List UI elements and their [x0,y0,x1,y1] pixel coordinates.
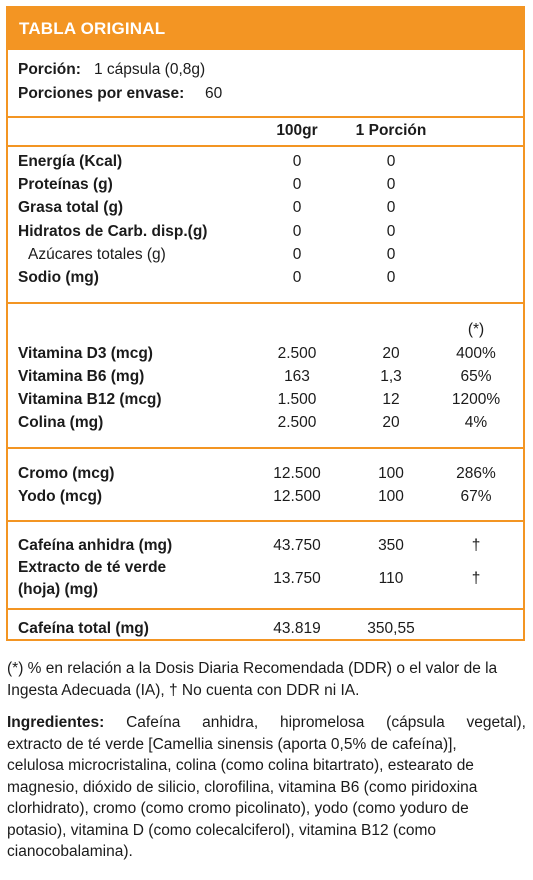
row-value-100: 1.500 [277,391,317,408]
row-value-100: 13.750 [273,570,321,587]
row-value-portion: 20 [382,414,400,431]
ingredients-line: cianocobalamina). [7,843,133,860]
row-value-100: 2.500 [277,414,317,431]
row-value-portion: 350,55 [367,620,415,637]
row-value-100: 163 [284,368,310,385]
divider [8,608,523,610]
row-value-100: 12.500 [273,488,321,505]
row-value-ddr: 4% [464,414,488,431]
row-value-portion: 0 [386,153,396,170]
row-label-hidratos: Hidratos de Carb. disp.(g) [18,223,208,240]
ingredients-block: Ingredientes: Cafeína anhidra, hipromelo… [7,712,526,863]
footnote: (*) % en relación a la Dosis Diaria Reco… [7,658,497,701]
row-value-100: 12.500 [273,465,321,482]
row-label-proteinas: Proteínas (g) [18,176,113,193]
row-value-100: 43.819 [273,620,321,637]
ingredients-line: potasio), vitamina D (como colecalcifero… [7,821,436,839]
row-label-cafeina-total: Cafeína total (mg) [18,620,149,637]
ingredients-line: Ingredientes: Cafeína anhidra, hipromelo… [7,712,526,734]
column-header-portion: 1 Porción [355,122,427,139]
row-value-ddr: † [471,570,481,587]
divider [8,520,523,522]
footnote-line: Ingesta Adecuada (IA), † No cuenta con D… [7,681,360,699]
row-value-portion: 12 [382,391,400,408]
row-value-ddr: 65% [460,368,492,385]
divider [8,447,523,449]
row-label-extracto-te: Extracto de té verde [18,559,167,576]
ingredients-line: extracto de té verde [Camellia sinensis … [7,735,457,753]
nutrition-table: TABLA ORIGINAL Porción: 1 cápsula (0,8g)… [6,6,525,641]
row-label-cromo: Cromo (mcg) [18,465,115,482]
row-value-ddr: 67% [460,488,492,505]
column-header-100gr: 100gr [276,122,318,139]
row-value-portion: 20 [382,345,400,362]
footnote-line: (*) % en relación a la Dosis Diaria Reco… [7,660,498,677]
ingredients-line: clorhidrato), cromo (como cromo picolina… [7,800,469,817]
row-value-100: 0 [292,269,302,286]
ingredients-text: Cafeína anhidra, hipromelosa (cápsula ve… [126,714,526,731]
row-value-ddr: † [471,537,481,554]
portion-value: 1 cápsula (0,8g) [94,61,206,78]
portion-label: Porción: [18,61,81,78]
row-value-portion: 100 [378,465,404,482]
ingredients-label: Ingredientes: [7,714,105,731]
table-header: TABLA ORIGINAL [8,8,523,50]
row-value-100: 0 [292,176,302,193]
row-value-portion: 350 [378,537,404,554]
row-value-100: 0 [292,153,302,170]
row-label-energia: Energía (Kcal) [18,153,123,170]
row-value-portion: 0 [386,223,396,240]
row-label-vitamina-b6: Vitamina B6 (mg) [18,368,145,385]
row-label-yodo: Yodo (mcg) [18,488,103,505]
servings-label: Porciones por envase: [18,85,185,102]
row-label-azucares: Azúcares totales (g) [28,246,166,263]
row-value-portion: 100 [378,488,404,505]
row-value-ddr: 1200% [451,391,501,408]
row-label-vitamina-d3: Vitamina D3 (mcg) [18,345,153,362]
row-value-portion: 110 [378,570,404,587]
row-label-colina: Colina (mg) [18,414,104,431]
row-label-vitamina-b12: Vitamina B12 (mcg) [18,391,162,408]
row-label-cafeina-anhidra: Cafeína anhidra (mg) [18,537,173,554]
row-value-100: 43.750 [273,537,321,554]
row-value-100: 2.500 [277,345,317,362]
row-value-portion: 0 [386,199,396,216]
row-label-grasa: Grasa total (g) [18,199,124,216]
divider [8,302,523,304]
row-value-100: 0 [292,223,302,240]
row-value-100: 0 [292,199,302,216]
row-value-100: 0 [292,246,302,263]
servings-value: 60 [205,85,223,102]
row-value-portion: 0 [386,176,396,193]
table-title: TABLA ORIGINAL [19,19,166,38]
row-label-extracto-te-cont: (hoja) (mg) [18,581,99,598]
row-value-ddr: 400% [456,345,496,362]
ingredients-line: magnesio, dióxido de silicio, clorofilin… [7,778,478,796]
divider [8,145,523,147]
ingredients-line: celulosa microcristalina, colina (como c… [7,757,474,774]
row-value-ddr: 286% [456,465,496,482]
row-value-portion: 0 [386,269,396,286]
row-value-portion: 0 [386,246,396,263]
ddr-column-header: (*) [467,321,485,338]
divider [8,116,523,118]
row-value-portion: 1,3 [380,368,402,385]
row-label-sodio: Sodio (mg) [18,269,99,286]
